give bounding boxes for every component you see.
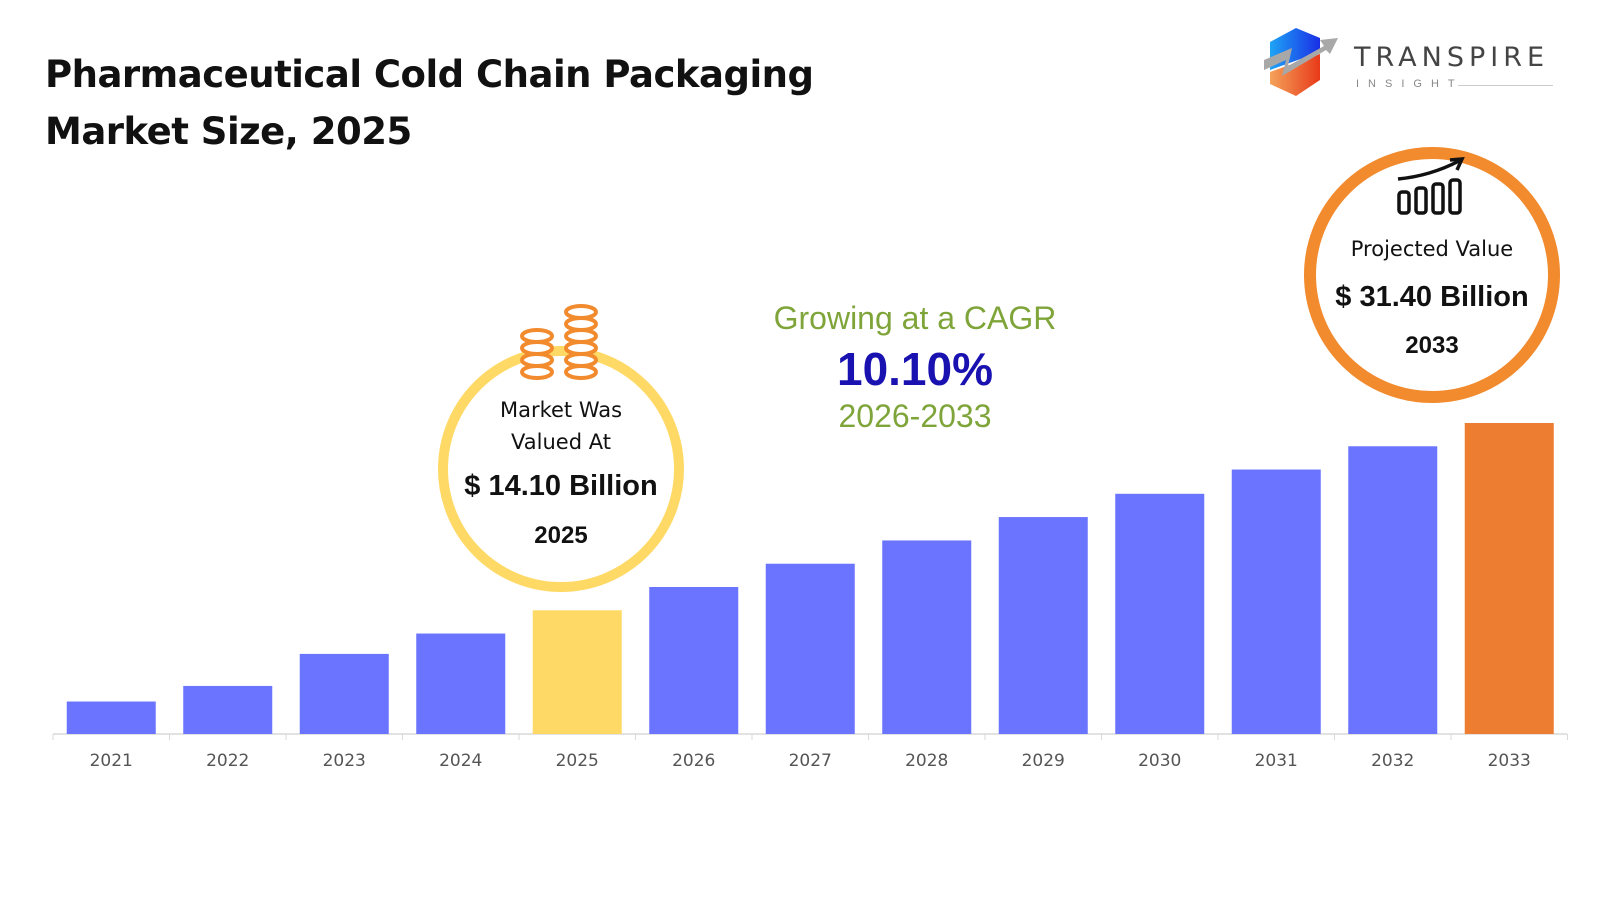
title-line-1: Pharmaceutical Cold Chain Packaging bbox=[45, 53, 814, 96]
bar-2027 bbox=[765, 563, 855, 734]
callout-2033-value: $ 31.40 Billion bbox=[1335, 281, 1529, 313]
bar-2025 bbox=[532, 610, 622, 734]
x-tick-label: 2033 bbox=[1488, 751, 1531, 771]
transpire-logo: TRANSPIRE INSIGHT bbox=[1258, 24, 1558, 104]
bar-2023 bbox=[299, 653, 389, 734]
bar-2028 bbox=[882, 540, 972, 734]
callout-2033-ring bbox=[1304, 147, 1560, 403]
bar-2022 bbox=[183, 685, 273, 734]
callout-2025-value: $ 14.10 Billion bbox=[464, 470, 658, 502]
x-tick-label: 2032 bbox=[1371, 751, 1414, 771]
x-tick-label: 2022 bbox=[206, 751, 249, 771]
growth-bar-chart-icon bbox=[1397, 157, 1465, 215]
bar-2021 bbox=[66, 701, 156, 734]
cagr-period: 2026-2033 bbox=[838, 398, 992, 434]
x-tick-label: 2030 bbox=[1138, 751, 1181, 771]
x-tick-label: 2028 bbox=[905, 751, 948, 771]
coin-stack-icon bbox=[520, 304, 598, 380]
title-line-2: Market Size, 2025 bbox=[45, 110, 412, 153]
x-tick-label: 2029 bbox=[1022, 751, 1065, 771]
x-tick-label: 2023 bbox=[323, 751, 366, 771]
callout-2033-label: Projected Value bbox=[1350, 237, 1514, 261]
bar-2032 bbox=[1348, 446, 1438, 734]
bar-2030 bbox=[1115, 493, 1205, 734]
page-title: Pharmaceutical Cold Chain Packaging Mark… bbox=[45, 46, 814, 160]
logo-name: TRANSPIRE bbox=[1354, 42, 1550, 73]
x-tick-label: 2021 bbox=[90, 751, 133, 771]
bar-2029 bbox=[998, 517, 1088, 734]
callout-2025-label-1: Market Was bbox=[499, 398, 623, 422]
bar-2024 bbox=[416, 633, 506, 734]
cagr-intro: Growing at a CAGR bbox=[773, 300, 1057, 336]
logo-sub: INSIGHT bbox=[1356, 78, 1464, 90]
callout-2033-year: 2033 bbox=[1405, 332, 1459, 359]
callout-2025-year: 2025 bbox=[534, 522, 588, 549]
bar-2033 bbox=[1464, 423, 1554, 734]
logo-mark-icon bbox=[1264, 28, 1338, 96]
bar-2026 bbox=[649, 586, 739, 734]
x-tick-label: 2027 bbox=[789, 751, 832, 771]
callout-2025-label-2: Valued At bbox=[511, 430, 611, 454]
cagr-rate: 10.10% bbox=[836, 343, 993, 395]
x-tick-label: 2026 bbox=[672, 751, 715, 771]
x-tick-label: 2031 bbox=[1255, 751, 1298, 771]
callout-2025: Market Was Valued At bbox=[441, 394, 681, 458]
callout-2025-ring bbox=[438, 346, 684, 592]
logo-divider bbox=[1458, 85, 1553, 86]
x-tick-label: 2025 bbox=[556, 751, 599, 771]
bar-2031 bbox=[1231, 469, 1321, 734]
x-tick-label: 2024 bbox=[439, 751, 482, 771]
